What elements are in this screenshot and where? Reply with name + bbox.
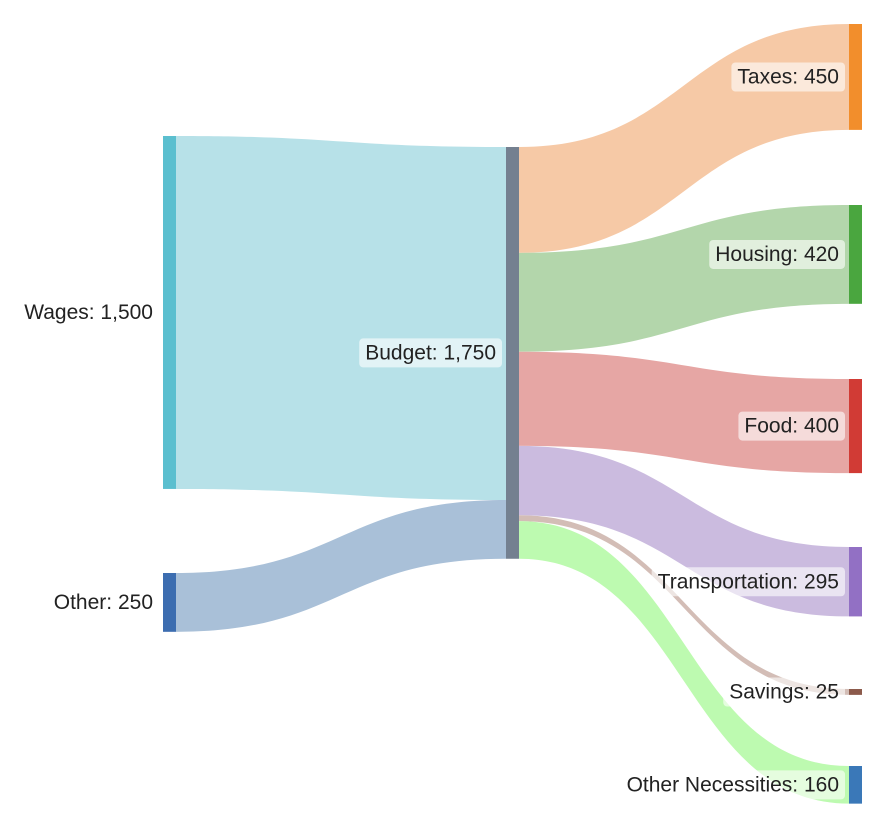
label-bg-taxes — [731, 62, 845, 92]
label-other_necessities: Other Necessities: 160 — [627, 773, 839, 796]
label-bg-food — [738, 411, 845, 441]
sankey-nodes — [163, 24, 862, 804]
label-bg-budget — [359, 338, 502, 368]
label-bg-other_necessities — [620, 770, 845, 800]
label-bg-wages — [18, 298, 159, 328]
label-bg-savings — [723, 677, 845, 707]
label-budget: Budget: 1,750 — [365, 341, 496, 364]
node-wages[interactable] — [163, 136, 176, 489]
label-wages: Wages: 1,500 — [24, 301, 153, 324]
node-transportation[interactable] — [849, 547, 862, 617]
link-budget-to-savings[interactable] — [519, 515, 849, 695]
label-food: Food: 400 — [744, 415, 839, 438]
node-food[interactable] — [849, 379, 862, 474]
node-housing[interactable] — [849, 205, 862, 304]
link-budget-to-food[interactable] — [519, 351, 849, 474]
node-other[interactable] — [163, 573, 176, 632]
node-savings[interactable] — [849, 689, 862, 695]
label-savings: Savings: 25 — [729, 680, 839, 703]
label-housing: Housing: 420 — [715, 243, 839, 266]
label-taxes: Taxes: 450 — [737, 65, 839, 88]
label-bg-transportation — [651, 567, 845, 597]
link-wages-to-budget[interactable] — [176, 136, 506, 500]
sankey-labels: Wages: 1,500 Other: 250 Budget: 1,750 Taxes… — [18, 62, 845, 800]
label-transportation: Transportation: 295 — [658, 570, 839, 593]
label-other: Other: 250 — [54, 591, 153, 614]
label-bg-other — [47, 587, 159, 617]
link-other-to-budget[interactable] — [176, 499, 506, 632]
node-budget[interactable] — [506, 147, 519, 559]
label-bg-housing — [709, 239, 845, 269]
link-budget-to-other_necessities[interactable] — [519, 521, 849, 804]
node-taxes[interactable] — [849, 24, 862, 130]
node-other_necessities[interactable] — [849, 766, 862, 804]
